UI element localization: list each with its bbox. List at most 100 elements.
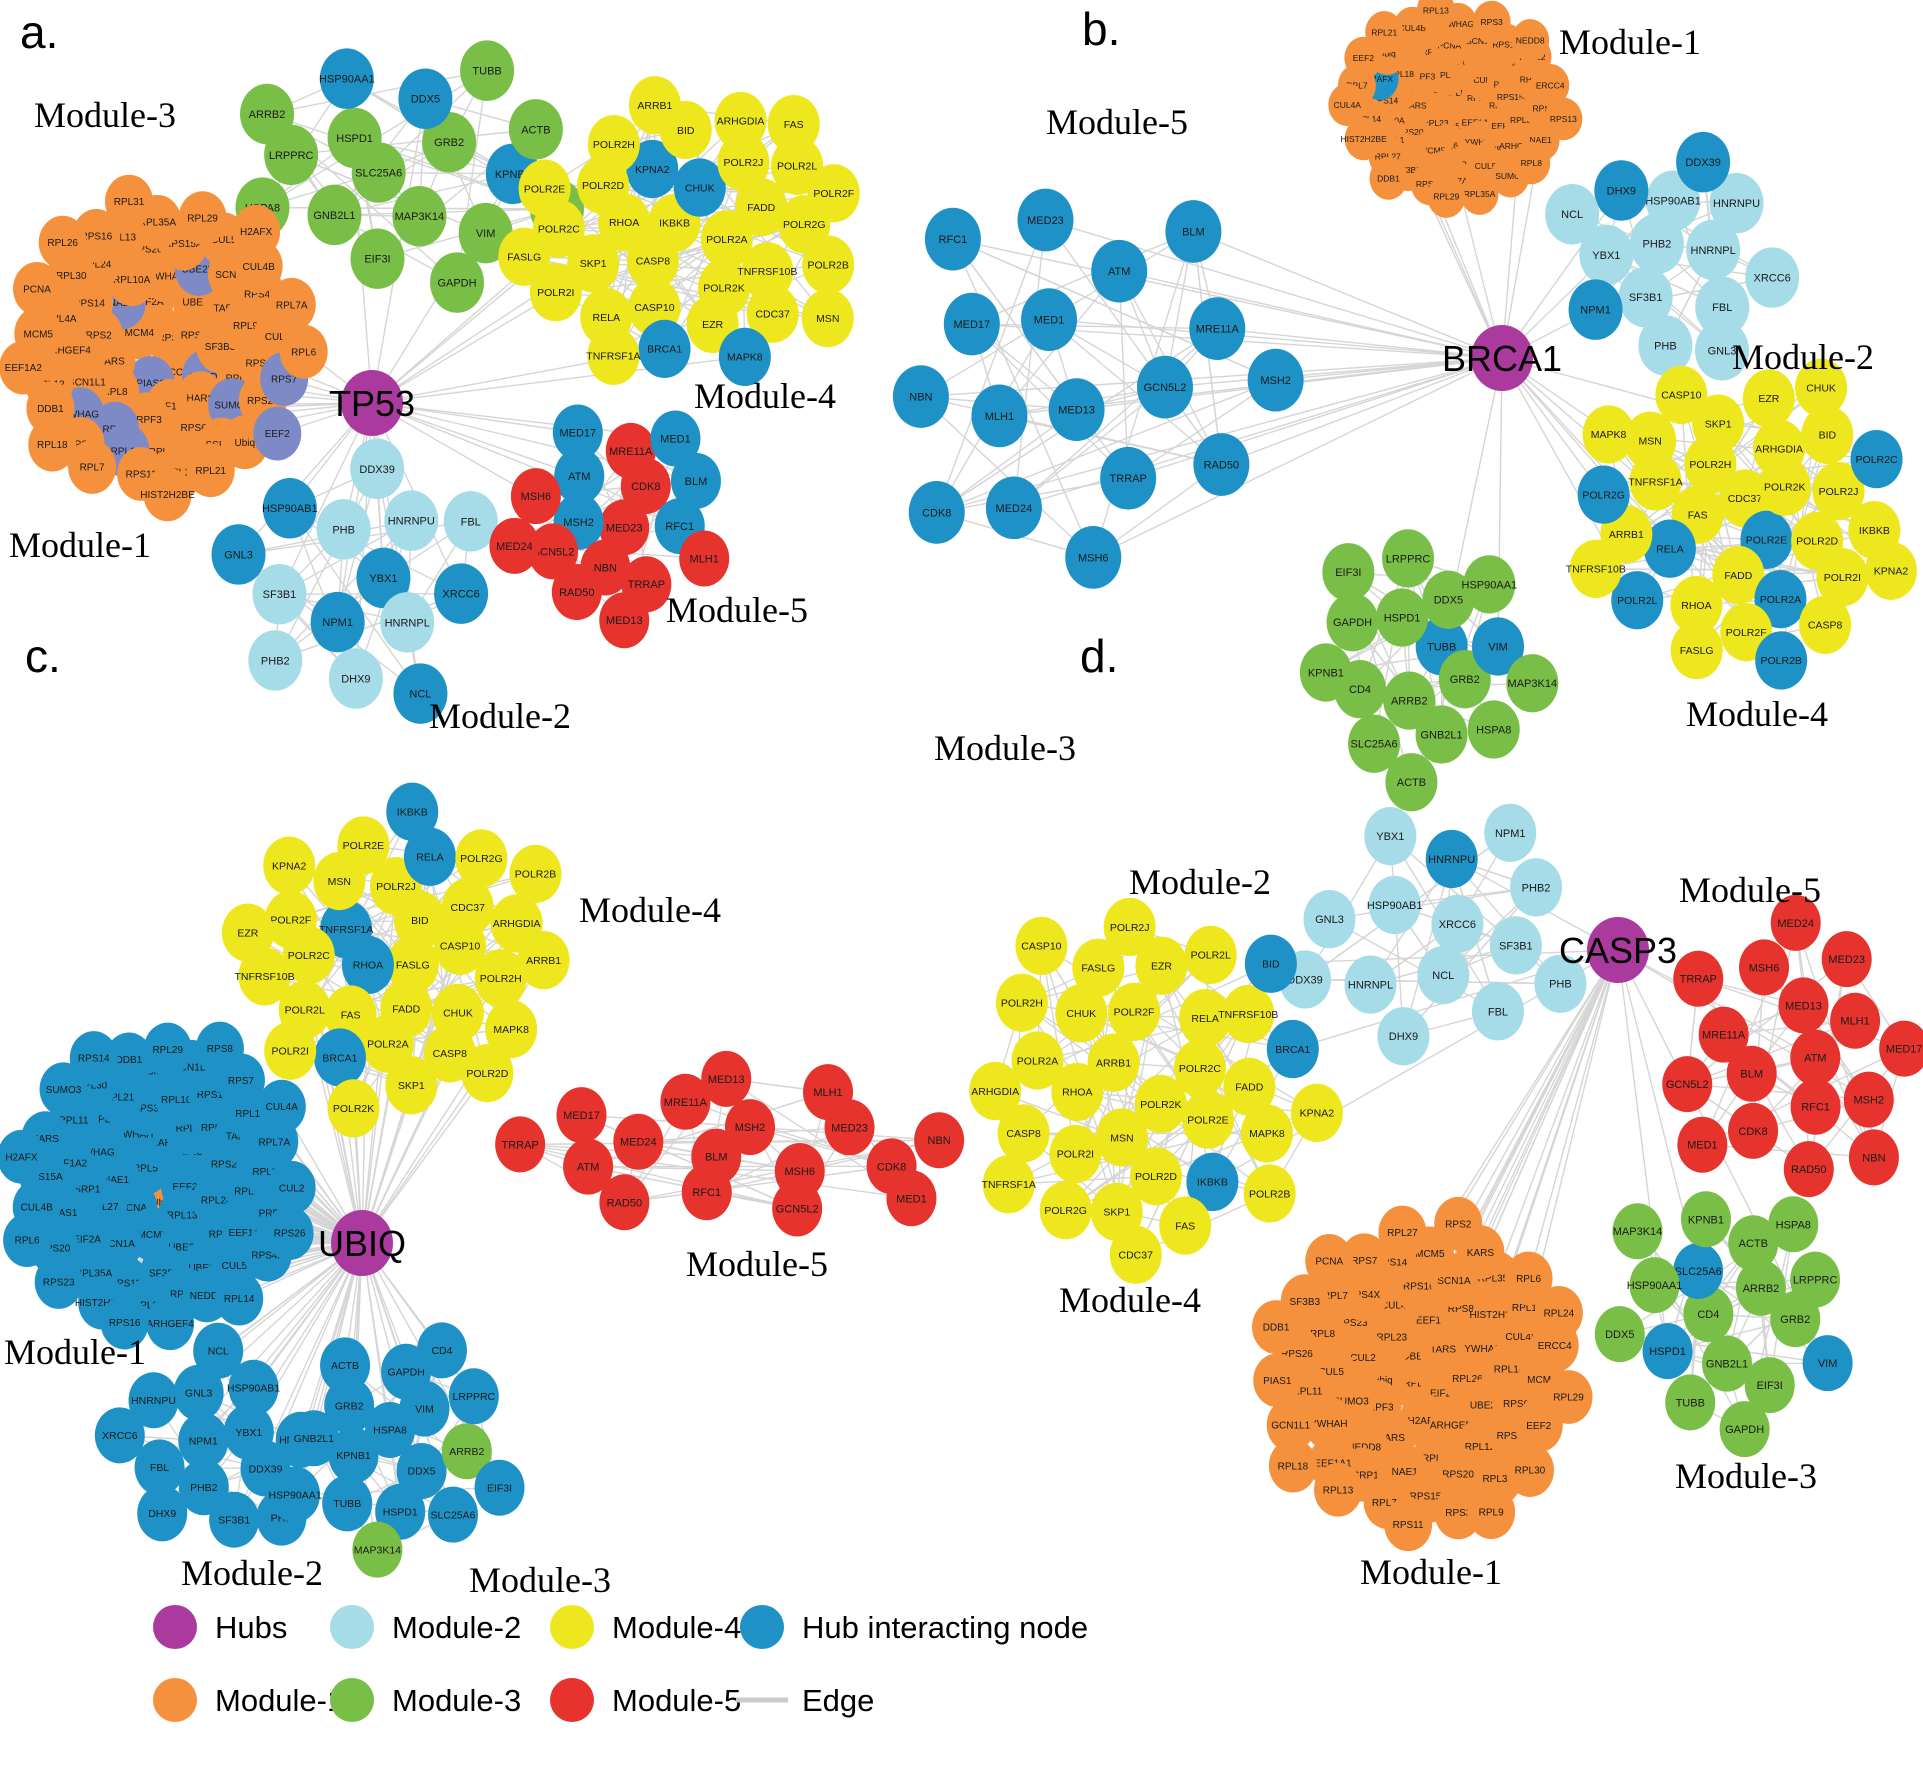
gene-label-POLR2L: POLR2L (777, 161, 817, 173)
gene-label-RAD50: RAD50 (1204, 459, 1239, 471)
gene-label-HSPD1: HSPD1 (1384, 613, 1421, 625)
legend-label: Module-2 (392, 1610, 521, 1645)
gene-label-EZR: EZR (1151, 960, 1172, 972)
gene-label-RPS13: RPS13 (1497, 1431, 1529, 1442)
gene-node-TNFRSF10B (238, 947, 291, 1006)
gene-label-VIM: VIM (1818, 1358, 1838, 1370)
gene-label-RPS23: RPS23 (43, 1278, 75, 1289)
panel-b: MED13 MED1 GCN5L2 MLH1 ATM TRRAP MED17 MRE11A ME… (892, 0, 1917, 812)
gene-label-FADD: FADD (747, 202, 775, 214)
gene-label-CDC37: CDC37 (755, 308, 790, 320)
gene-label-RPS2: RPS2 (1533, 104, 1555, 114)
module-label-d-module5: Module-5 (1679, 870, 1821, 910)
gene-label-MRE11A: MRE11A (1196, 324, 1240, 336)
gene-label-PCNA: PCNA (1315, 1257, 1343, 1268)
gene-label-RPS16: RPS16 (81, 232, 113, 243)
gene-node-ARHGDIA (969, 1061, 1022, 1121)
gene-label-DDB1: DDB1 (1377, 173, 1400, 183)
gene-label-CUL5: CUL5 (1475, 161, 1497, 171)
gene-node-TNFRSF10B (1569, 539, 1622, 598)
gene-node-TUBB (322, 1475, 373, 1532)
module-label-d-module2: Module-2 (1129, 862, 1271, 902)
gene-label-MED17: MED17 (953, 319, 990, 331)
gene-node-PIAS1 (1253, 1353, 1302, 1408)
gene-label-GCN5L2: GCN5L2 (776, 1203, 819, 1215)
gene-label-FBL: FBL (1488, 1006, 1508, 1018)
gene-node-SF3B1 (209, 1491, 260, 1548)
gene-node-CUL2 (267, 1160, 316, 1215)
gene-label-RPL24: RPL24 (201, 1196, 232, 1207)
module-label-a-module2: Module-2 (429, 696, 571, 736)
gene-label-POLR2D: POLR2D (582, 180, 624, 192)
gene-node-DDX5 (398, 68, 453, 129)
gene-label-HSP90AA1: HSP90AA1 (1627, 1280, 1683, 1292)
gene-node-ARRB1 (517, 931, 570, 990)
gene-label-YWHAG: YWHAG (1442, 19, 1474, 29)
gene-label-SF3B1: SF3B1 (218, 1514, 250, 1526)
gene-label-RPL30: RPL30 (1510, 115, 1536, 125)
gene-node-YBX1 (1364, 807, 1417, 866)
gene-label-PIAS1: PIAS1 (49, 1208, 78, 1219)
legend-swatch-module3-icon (330, 1678, 374, 1722)
node-layer: SLC25A6GRB2MAP3K14HSPD1KPNB1GNB2L1DDX5VI… (0, 40, 860, 724)
gene-node-SKP1 (385, 1056, 438, 1115)
gene-node-RPL6 (279, 324, 328, 379)
module-label-d-module1: Module-1 (1360, 1552, 1502, 1592)
gene-label-HSPA8: HSPA8 (373, 1425, 407, 1437)
gene-label-HIST2H2BE: HIST2H2BE (1340, 134, 1387, 144)
gene-label-BLM: BLM (705, 1152, 728, 1164)
gene-label-SLC25A6: SLC25A6 (355, 167, 402, 179)
gene-node-MAP3K14 (1612, 1203, 1663, 1260)
gene-node-TRRAP (495, 1116, 546, 1173)
module-label-b-module3: Module-3 (934, 728, 1076, 768)
gene-label-RPL27: RPL27 (1387, 1228, 1418, 1239)
gene-label-SLC25A6: SLC25A6 (1675, 1266, 1722, 1278)
gene-node-EIF3I (1322, 543, 1375, 602)
legend-label: Module-3 (392, 1683, 521, 1718)
gene-node-MED1 (886, 1170, 937, 1227)
gene-label-SLC25A6: SLC25A6 (431, 1509, 476, 1521)
gene-label-SKP1: SKP1 (398, 1080, 425, 1092)
gene-label-MED24: MED24 (1777, 918, 1814, 930)
gene-label-CHUK: CHUK (1066, 1008, 1096, 1020)
gene-label-HNRNPU: HNRNPU (131, 1395, 176, 1407)
gene-label-MCM5: MCM5 (24, 329, 54, 340)
module-label-c-module2: Module-2 (181, 1553, 323, 1593)
gene-label-MAP3K14: MAP3K14 (354, 1544, 401, 1556)
gene-label-CD4: CD4 (1349, 684, 1371, 696)
gene-label-RPL26: RPL26 (47, 238, 78, 249)
gene-node-GAPDH (430, 252, 485, 313)
gene-node-POLR2F (807, 164, 860, 223)
module-label-c-module5: Module-5 (686, 1244, 828, 1284)
gene-node-RAD50 (599, 1174, 650, 1231)
gene-label-XRCC6: XRCC6 (1754, 273, 1791, 285)
module-label-a-module1: Module-1 (9, 525, 151, 565)
hub-node-UBIQ (331, 1210, 393, 1276)
gene-label-RPL18: RPL18 (37, 440, 68, 451)
gene-label-ARHGDIA: ARHGDIA (493, 918, 541, 930)
gene-node-SLC25A6 (428, 1486, 479, 1543)
gene-node-POLR2I (529, 263, 582, 322)
gene-node-GCN5L2 (772, 1180, 823, 1237)
gene-node-MED1 (650, 410, 701, 467)
gene-label-MED23: MED23 (1828, 954, 1865, 966)
gene-label-CASP10: CASP10 (440, 941, 480, 953)
gene-label-NAE1: NAE1 (1530, 135, 1552, 145)
gene-label-ARHGEF4: ARHGEF4 (1499, 141, 1539, 151)
gene-label-CASP8: CASP8 (1006, 1128, 1041, 1140)
gene-label-RPL26: RPL26 (252, 1167, 283, 1178)
gene-label-ERCC4: ERCC4 (1538, 1341, 1572, 1352)
gene-label-SCN1A: SCN1A (1466, 36, 1495, 46)
gene-node-RPL14 (215, 1271, 264, 1326)
gene-label-POLR2D: POLR2D (1796, 536, 1838, 548)
gene-label-RPS6: RPS6 (1503, 1399, 1530, 1410)
gene-node-TNFRSF1A (587, 326, 640, 385)
gene-label-TRRAP: TRRAP (501, 1139, 538, 1151)
gene-label-TUBB: TUBB (472, 66, 501, 78)
gene-node-POLR2E (337, 816, 390, 875)
gene-label-ACTB: ACTB (1397, 777, 1426, 789)
gene-label-POLR2J: POLR2J (376, 881, 416, 893)
gene-label-ARHGEF4: ARHGEF4 (146, 1319, 194, 1330)
gene-node-MED1 (1677, 1116, 1728, 1173)
gene-label-KPNB1: KPNB1 (1308, 667, 1344, 679)
